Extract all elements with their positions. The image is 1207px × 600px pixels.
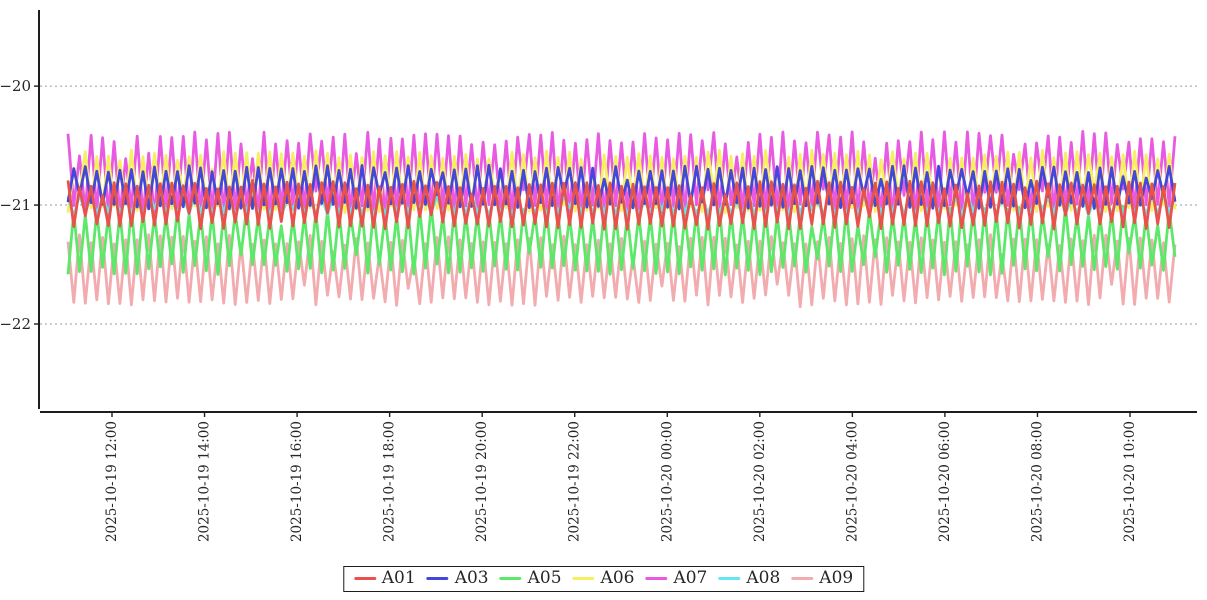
legend-item-a09: A09 — [791, 570, 853, 587]
x-tick-label: 2025-10-20 08:00 — [1029, 421, 1045, 542]
x-tick-label: 2025-10-20 04:00 — [844, 421, 860, 542]
legend-line-swatch-a09 — [791, 576, 814, 581]
x-tick-label: 2025-10-20 06:00 — [937, 421, 953, 542]
x-tick-label: 2025-10-19 18:00 — [382, 421, 398, 542]
legend-line-swatch-a05 — [499, 576, 522, 581]
series-line-a09 — [66, 233, 1177, 309]
x-tick-label: 2025-10-20 00:00 — [659, 421, 675, 542]
x-tick-label: 2025-10-19 16:00 — [289, 421, 305, 542]
legend-item-a03: A03 — [426, 568, 489, 588]
legend-label-a09: A09 — [819, 568, 854, 588]
y-tick-label: −22 — [0, 315, 31, 333]
x-tick-label: 2025-10-20 02:00 — [752, 421, 768, 542]
legend-label-a08: A08 — [746, 568, 781, 588]
legend-item-a06: A06 — [572, 568, 635, 588]
series-line-a07 — [66, 129, 1177, 219]
legend-line-swatch-a03 — [426, 576, 449, 581]
x-tick-label: 2025-10-19 22:00 — [567, 421, 583, 542]
legend-label-a01: A01 — [381, 568, 416, 588]
legend-label-a06: A06 — [600, 568, 635, 588]
x-tick-label: 2025-10-20 10:00 — [1122, 421, 1138, 542]
series-line-a05 — [66, 204, 1177, 277]
legend-line-swatch-a08 — [718, 576, 741, 581]
legend-line-swatch-a07 — [645, 576, 668, 581]
x-tick-label: 2025-10-19 20:00 — [474, 421, 490, 542]
chart-legend: A01 A03 A05 A06 A07 A08 A09 — [342, 566, 865, 592]
legend-line-swatch-a06 — [572, 576, 595, 581]
y-tick-label: −21 — [0, 196, 31, 214]
series-line-a01 — [66, 178, 1177, 231]
x-tick-label: 2025-10-19 12:00 — [104, 421, 120, 542]
legend-item-a05: A05 — [499, 568, 562, 588]
legend-line-swatch-a01 — [353, 576, 376, 581]
x-tick-label: 2025-10-19 14:00 — [197, 421, 213, 542]
series-line-a03 — [66, 163, 1177, 211]
legend-item-a07: A07 — [645, 570, 707, 587]
legend-item-a01: A01 — [353, 568, 416, 588]
legend-label-a07: A07 — [673, 568, 708, 588]
legend-label-a03: A03 — [454, 568, 489, 588]
y-tick-label: −20 — [0, 77, 31, 95]
legend-label-a05: A05 — [527, 568, 562, 588]
legend-item-a08: A08 — [718, 570, 780, 587]
